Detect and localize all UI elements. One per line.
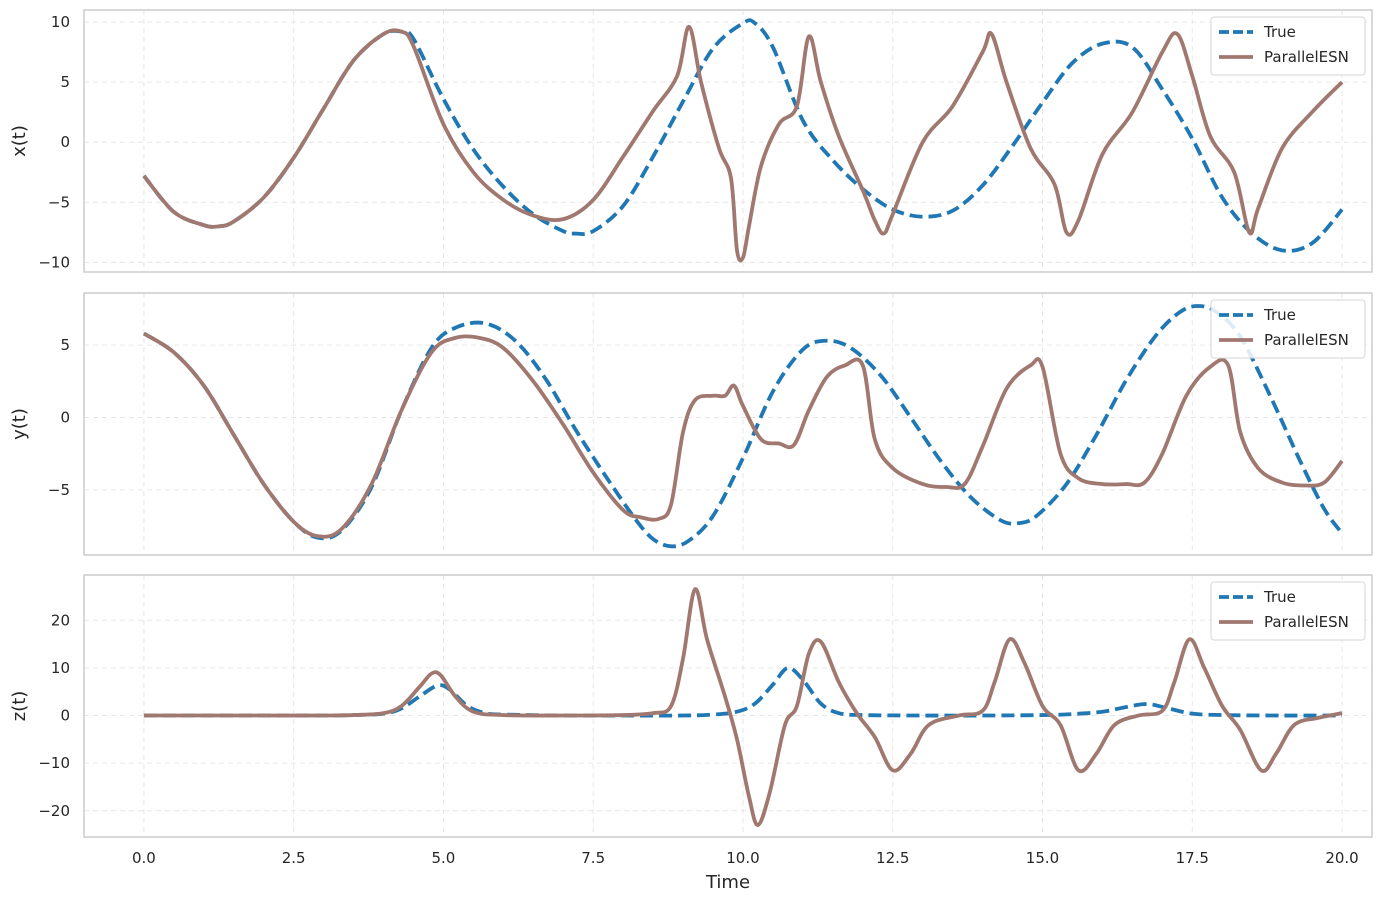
z-series-parallelesn-line	[143, 587, 1343, 827]
x-axis-label: x(t)	[9, 125, 30, 157]
z-legend: True ParallelESN	[1210, 581, 1366, 641]
y-series-parallelesn-line	[142, 331, 1344, 539]
z-panel: 20 10 0 −10 −20 z(t) True ParallelESN 0.0 2.5 5.0 7…	[9, 574, 1373, 893]
y-ytick-label: 0	[60, 408, 70, 426]
x-panel: 10 5 0 −5 −10 x(t) True ParallelESN	[9, 9, 1373, 273]
x-tick-label: 17.5	[1176, 849, 1209, 867]
y-ytick-label: −5	[48, 481, 70, 499]
x-tick-label: 20.0	[1325, 849, 1358, 867]
x-tick-label: 7.5	[581, 849, 605, 867]
z-ytick-label: 0	[60, 707, 70, 725]
x-ytick-label: 0	[60, 133, 70, 151]
z-axis-label: z(t)	[9, 691, 30, 722]
x-legend-label: True	[1263, 23, 1296, 41]
y-legend-label: ParallelESN	[1264, 331, 1349, 349]
x-axis-label: Time	[705, 872, 750, 893]
z-ytick-label: −10	[38, 754, 70, 772]
x-ytick-label: 10	[51, 13, 70, 31]
z-axes-frame	[83, 574, 1373, 838]
x-legend: True ParallelESN	[1210, 16, 1366, 76]
z-legend-label: ParallelESN	[1264, 613, 1349, 631]
x-tick-label: 5.0	[432, 849, 456, 867]
x-ytick-label: 5	[60, 73, 70, 91]
x-tick-label: 2.5	[282, 849, 306, 867]
x-tick-label: 10.0	[726, 849, 759, 867]
z-ytick-label: 20	[51, 611, 70, 629]
x-tick-label: 12.5	[876, 849, 909, 867]
y-ytick-label: 5	[60, 336, 70, 354]
y-panel: 5 0 −5 y(t) True ParallelESN	[9, 292, 1373, 556]
y-legend-label: True	[1263, 306, 1296, 324]
z-ytick-label: −20	[38, 802, 70, 820]
x-ytick-label: −5	[48, 193, 70, 211]
z-ytick-label: 10	[51, 659, 70, 677]
z-series-true-line	[143, 665, 1343, 718]
x-tick-label: 0.0	[132, 849, 156, 867]
x-tick-label: 15.0	[1026, 849, 1059, 867]
x-ytick-label: −10	[38, 253, 70, 271]
z-legend-label: True	[1263, 588, 1296, 606]
x-axes-frame	[83, 9, 1373, 273]
y-axis-label: y(t)	[9, 408, 30, 440]
y-legend: True ParallelESN	[1210, 299, 1366, 359]
y-plot-area	[84, 293, 1372, 555]
y-series-group	[142, 304, 1344, 549]
x-plot-area	[84, 10, 1372, 272]
x-series-group	[142, 18, 1344, 263]
y-axes-frame	[83, 292, 1373, 556]
x-legend-label: ParallelESN	[1264, 48, 1349, 66]
z-series-group	[143, 587, 1343, 827]
x-series-parallelesn-line	[142, 24, 1344, 263]
